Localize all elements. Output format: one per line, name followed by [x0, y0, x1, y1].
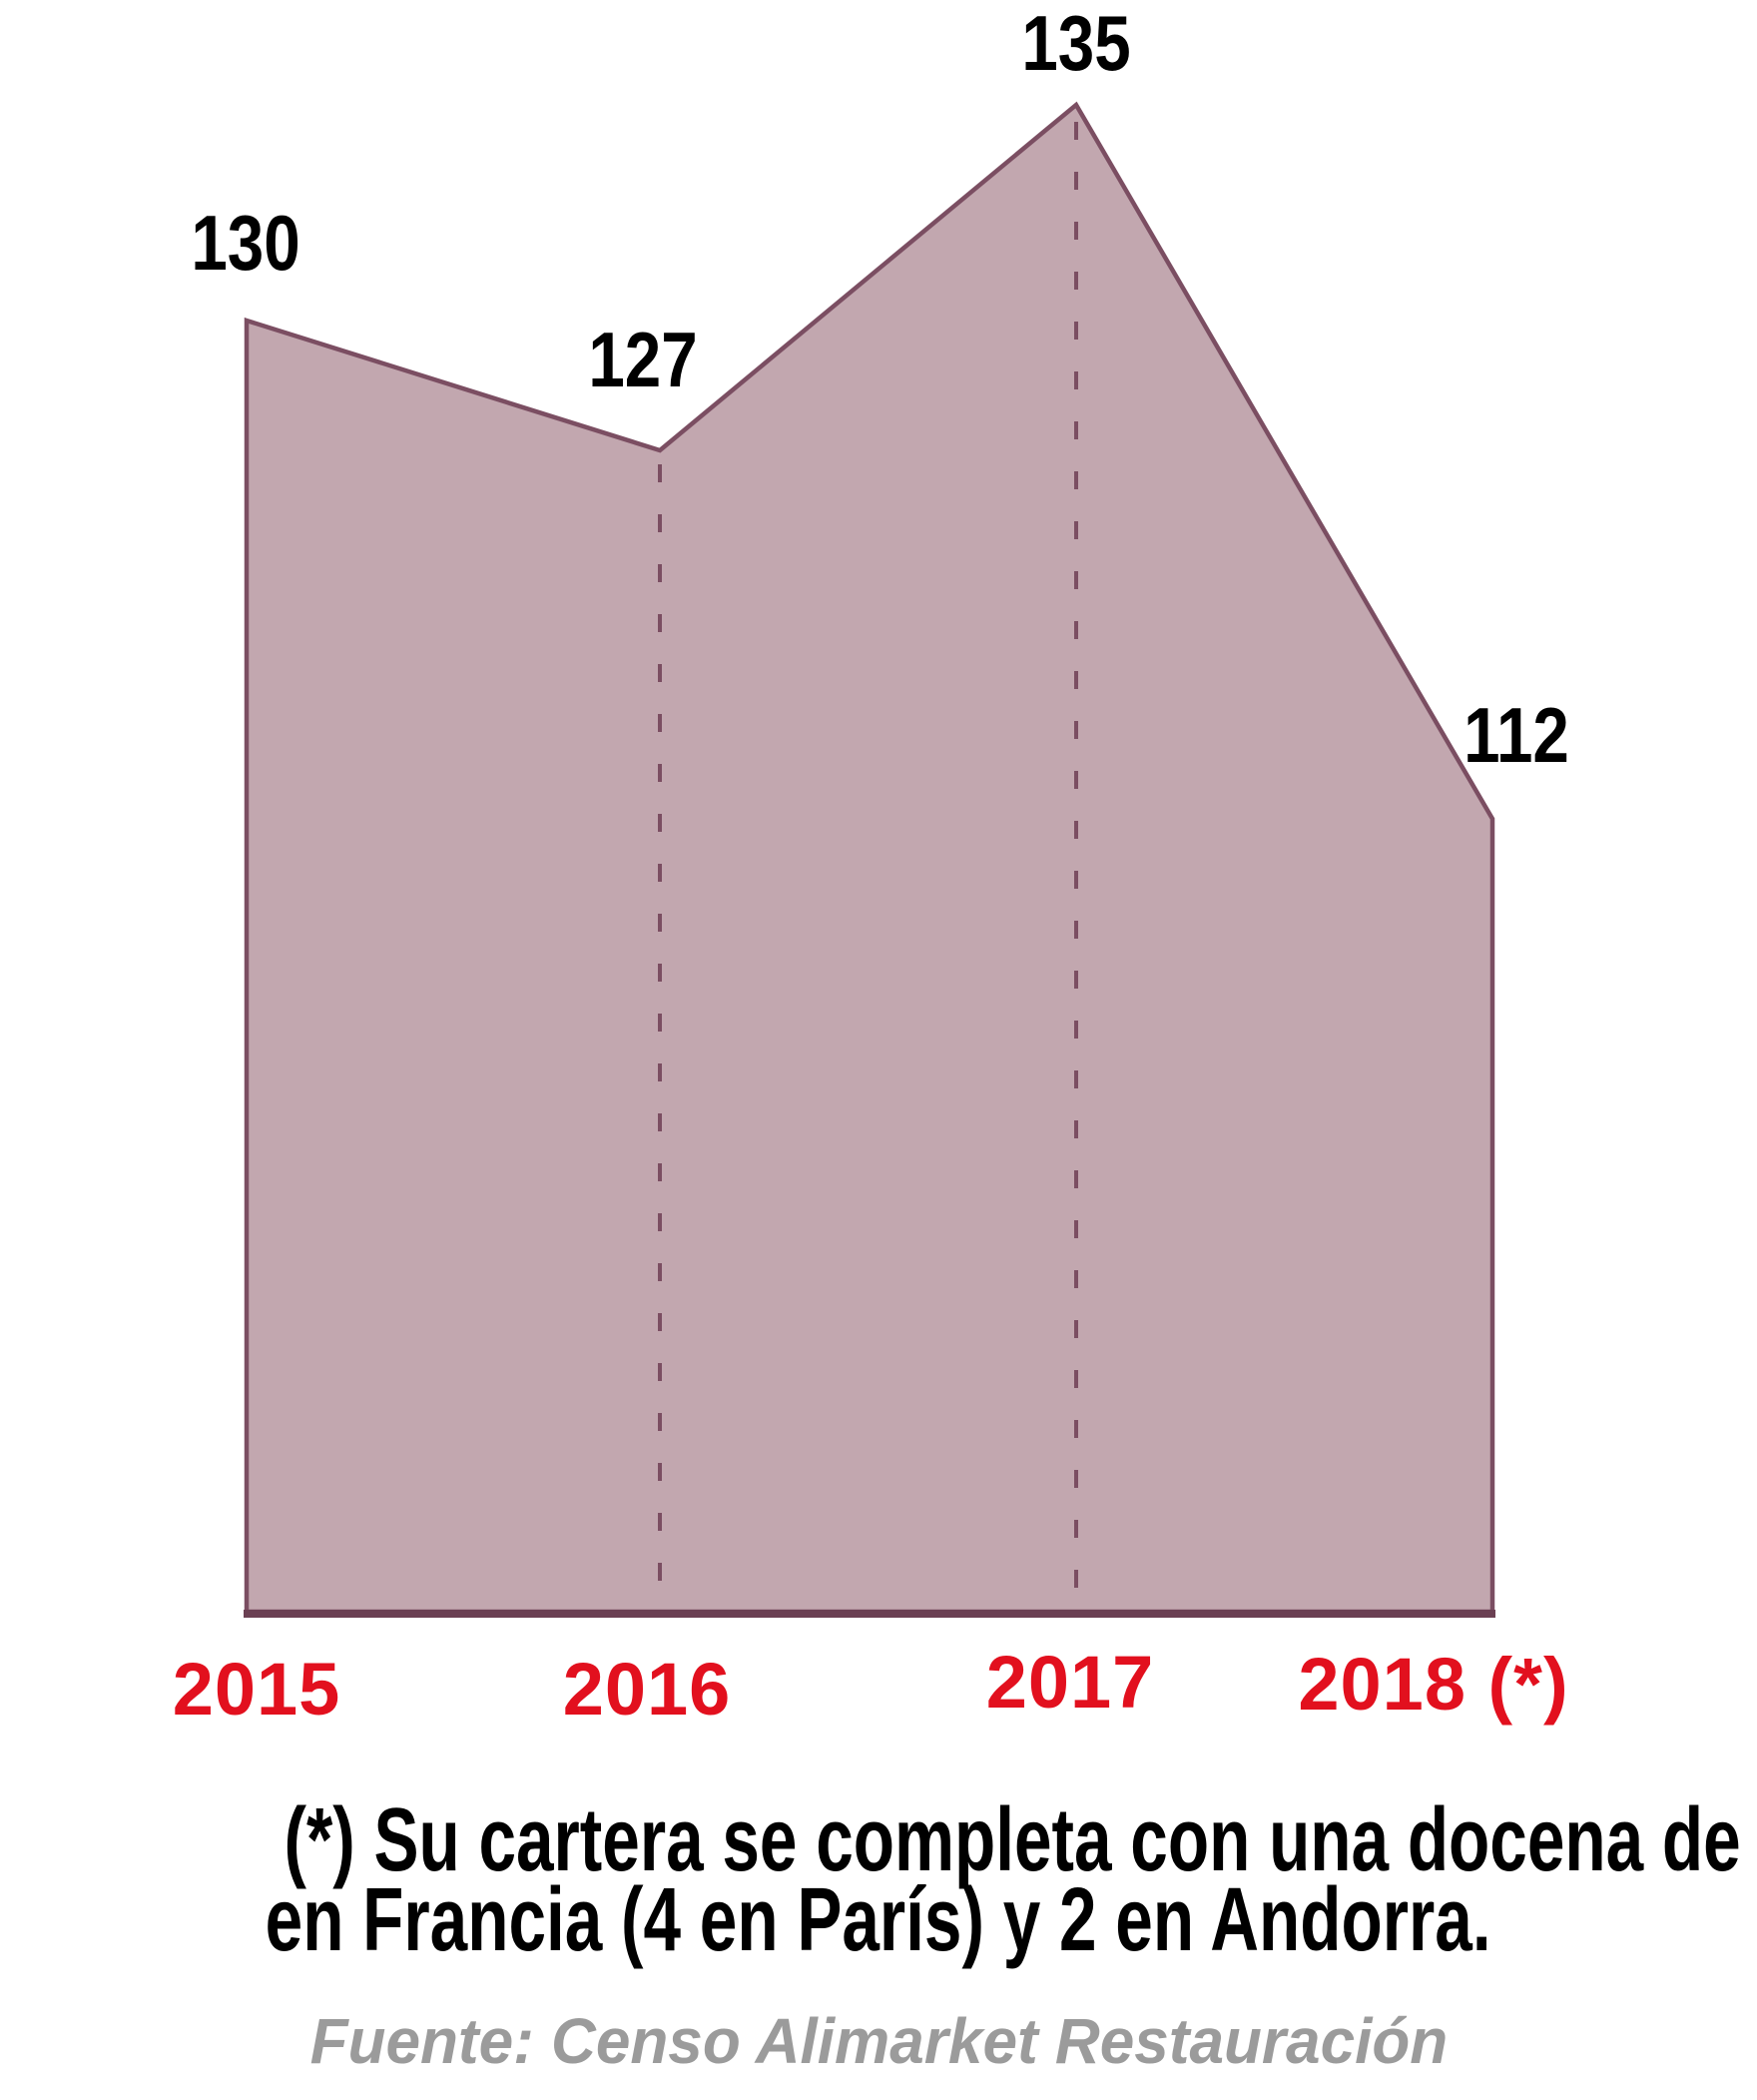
footnote: (*) Su cartera se completa con una docen… [0, 1790, 1757, 1970]
value-label-2016: 127 [588, 318, 697, 404]
value-labels: 130 127 135 112 [191, 1, 1568, 780]
year-labels: 2015 2016 2017 2018 (*) [173, 1641, 1568, 1731]
source-text: Fuente: Censo Alimarket Restauración [309, 2005, 1448, 2077]
year-label-2016: 2016 [563, 1648, 732, 1731]
area-fill [244, 101, 1495, 1615]
year-label-2015: 2015 [173, 1648, 341, 1731]
area-chart: 130 127 135 112 2015 2016 2017 2018 (*) [173, 1, 1569, 1731]
value-label-2015: 130 [191, 201, 299, 288]
year-label-2017: 2017 [986, 1641, 1155, 1724]
footnote-line-2: en Francia (4 en París) y 2 en Andorra. [266, 1870, 1491, 1970]
footnote-line-1: (*) Su cartera se completa con una docen… [284, 1790, 1757, 1890]
source-attribution: Fuente: Censo Alimarket Restauración [0, 2009, 1757, 2073]
value-label-2018: 112 [1464, 693, 1569, 780]
value-label-2017: 135 [1021, 1, 1130, 88]
year-label-2018: 2018 (*) [1298, 1643, 1568, 1726]
